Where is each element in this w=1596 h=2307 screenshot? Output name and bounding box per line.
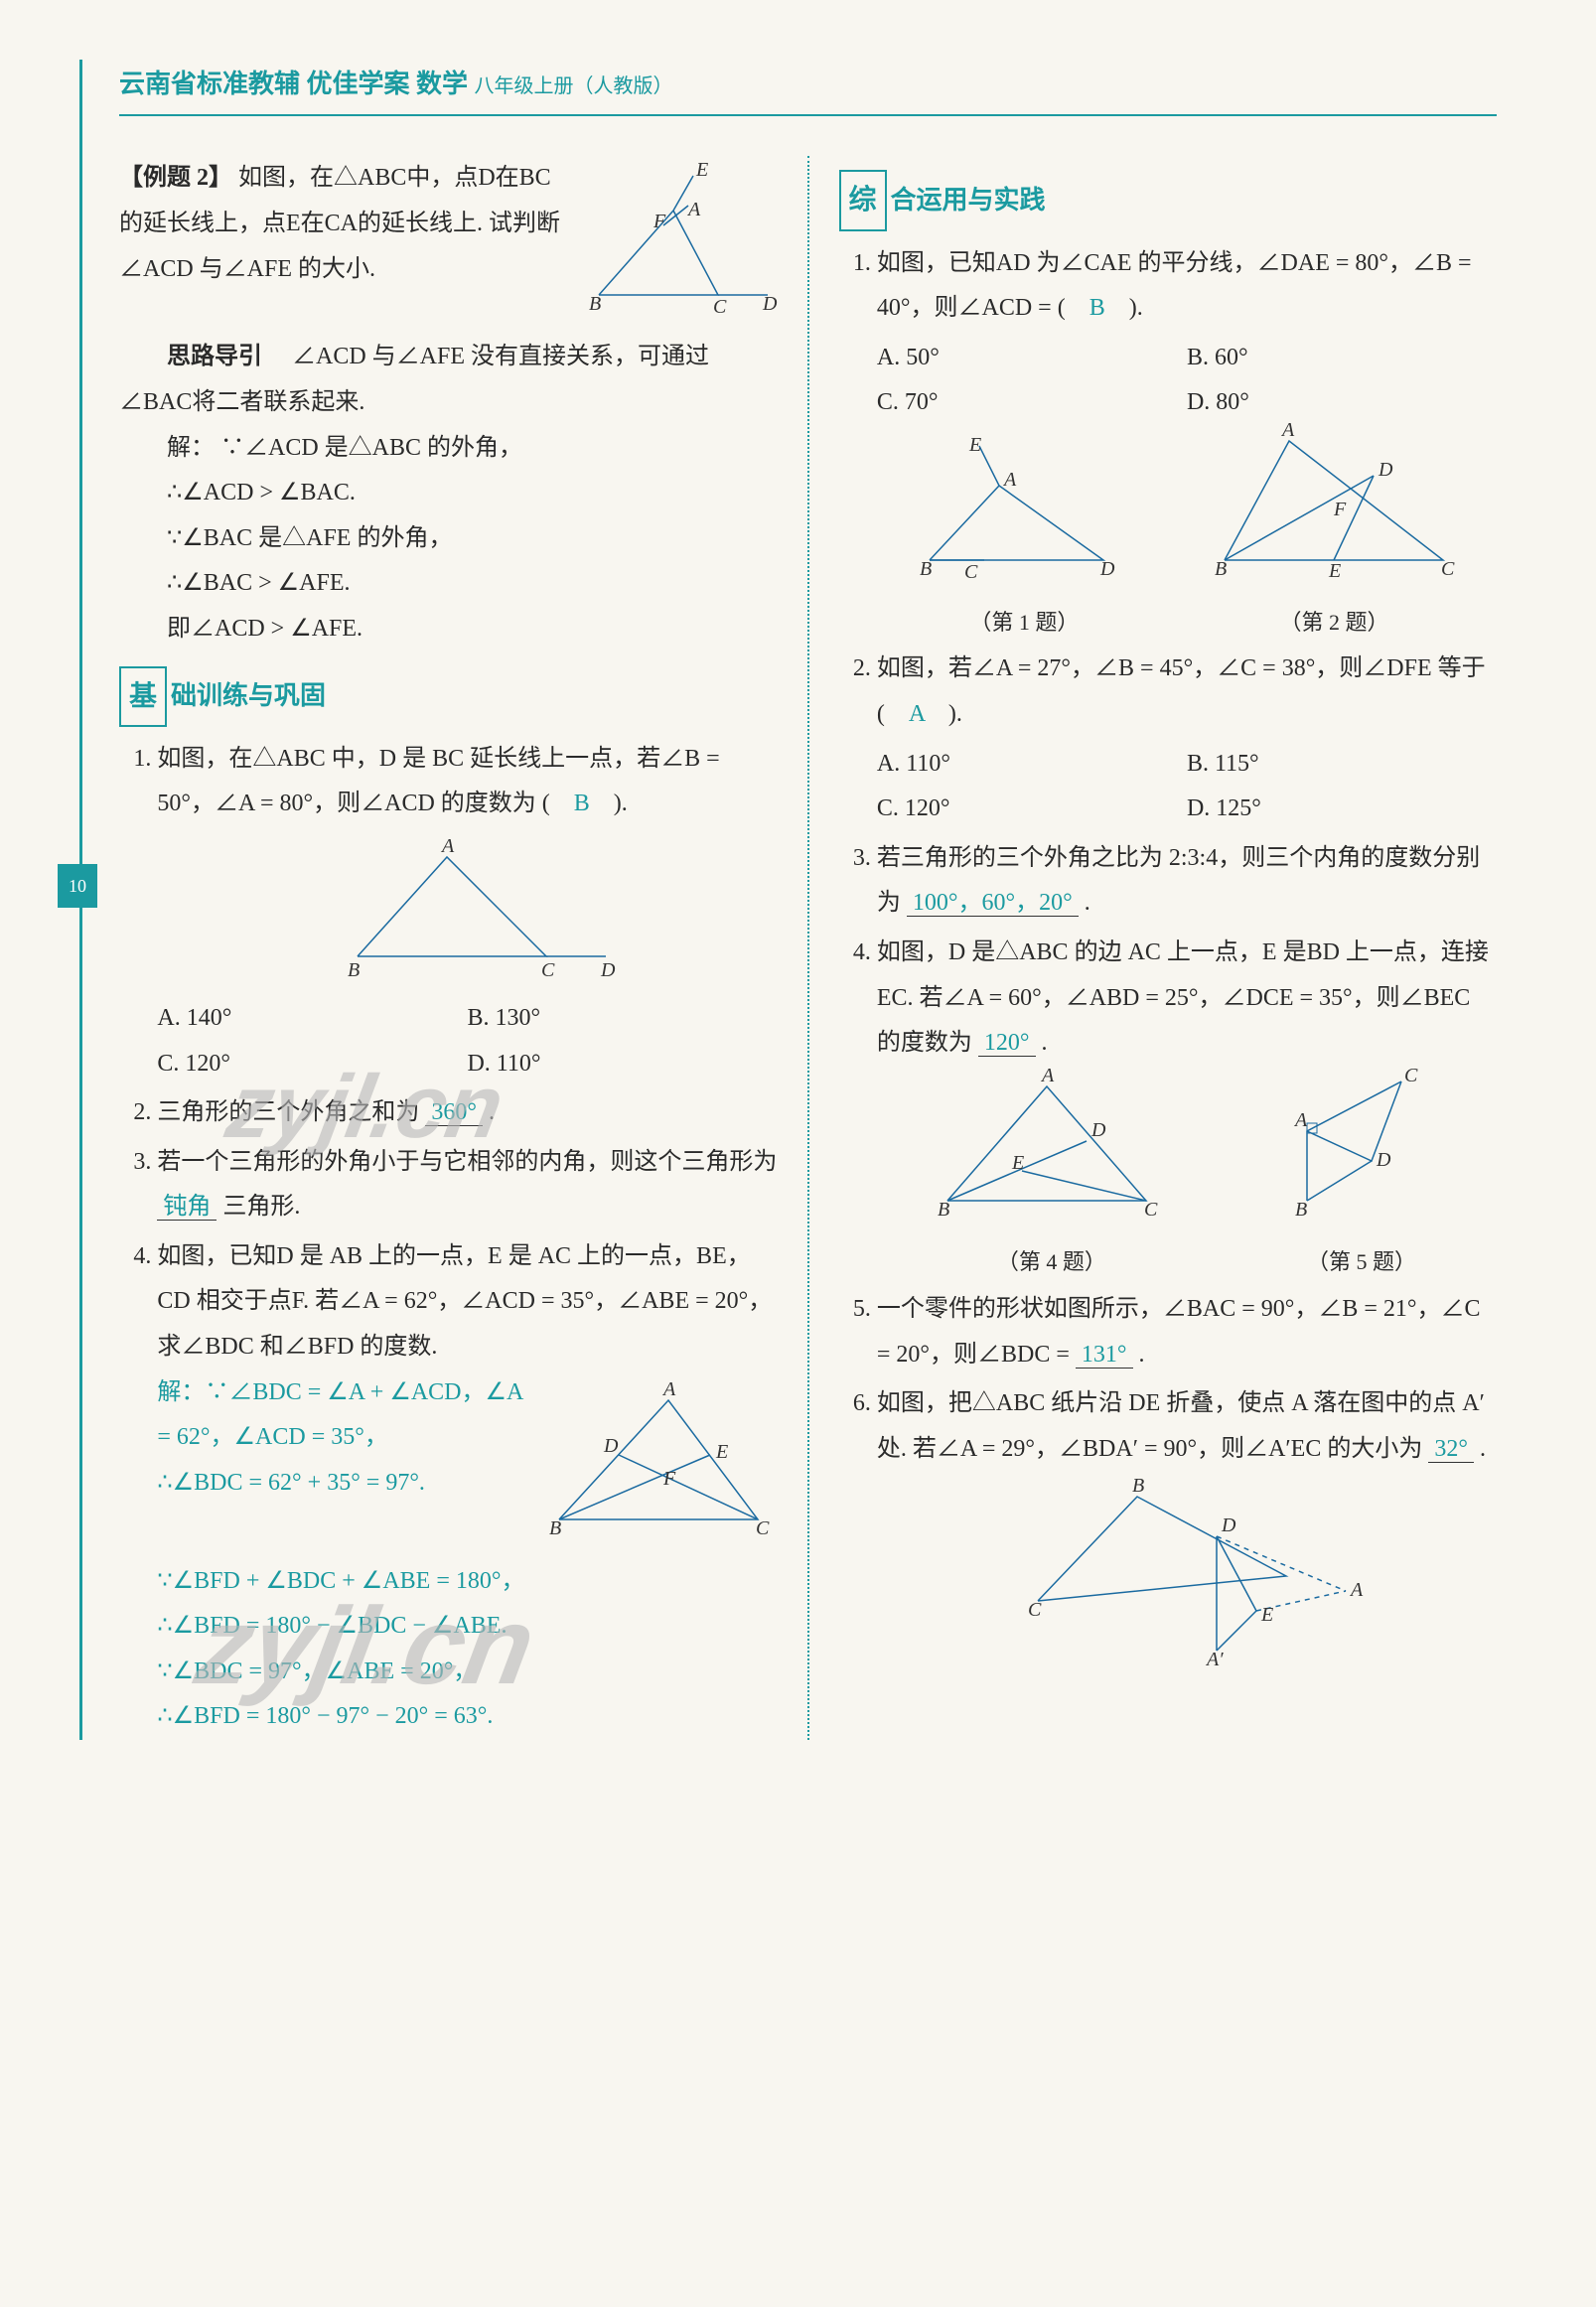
svg-text:C: C bbox=[756, 1517, 770, 1539]
r-q5-figure: B A C D bbox=[1277, 1067, 1446, 1226]
two-column-layout: BC DA EF 【例题 2】 如图，在△ABC中，点D在BC的延长线上，点E在… bbox=[119, 156, 1497, 1740]
q4-q5-figures: BCA ED （第 4 题） BACD （第 5 题） bbox=[877, 1067, 1497, 1283]
svg-text:B: B bbox=[348, 959, 360, 981]
svg-text:F: F bbox=[662, 1468, 676, 1490]
left-q2: 2. 三角形的三个外角之和为 360° . bbox=[119, 1090, 778, 1136]
svg-text:C: C bbox=[541, 959, 555, 981]
header-sub: 八年级上册（人教版） bbox=[475, 75, 673, 97]
sol-line: ∴∠BAC > ∠AFE. bbox=[119, 561, 778, 607]
hint: 思路导引 ∠ACD 与∠AFE 没有直接关系，可通过∠BAC将二者联系起来. bbox=[119, 335, 778, 425]
right-q1: 1. 如图，已知AD 为∠CAE 的平分线，∠DAE = 80°，∠B = 40… bbox=[839, 241, 1498, 644]
svg-text:B: B bbox=[1295, 1199, 1307, 1221]
svg-text:D: D bbox=[762, 293, 778, 315]
svg-text:A: A bbox=[1002, 469, 1017, 491]
svg-text:F: F bbox=[653, 211, 666, 232]
svg-text:E: E bbox=[1328, 560, 1341, 582]
example-heading: 【例题 2】 bbox=[119, 165, 232, 191]
svg-text:C: C bbox=[1441, 558, 1455, 580]
svg-text:D: D bbox=[603, 1435, 619, 1457]
left-q1: 1. 如图，在△ABC 中，D 是 BC 延长线上一点，若∠B = 50°，∠A… bbox=[119, 737, 778, 1086]
svg-text:A: A bbox=[686, 199, 701, 220]
header-title: 云南省标准教辅 优佳学案 数学 bbox=[119, 70, 468, 98]
sol-line: 即∠ACD > ∠AFE. bbox=[119, 607, 778, 652]
right-q5: 5. 一个零件的形状如图所示，∠BAC = 90°，∠B = 21°，∠C = … bbox=[839, 1287, 1498, 1377]
svg-text:D: D bbox=[1376, 1149, 1391, 1171]
svg-text:D: D bbox=[1099, 558, 1115, 580]
r-q2-figure: BCA EDF bbox=[1205, 426, 1463, 585]
sol-label: 解： ∵∠ACD 是△ABC 的外角， bbox=[119, 426, 778, 472]
r-q6-figure: CBA DEA′ bbox=[1008, 1482, 1366, 1670]
q1-options: A. 140° B. 130° C. 120° D. 110° bbox=[157, 996, 777, 1086]
svg-text:E: E bbox=[715, 1441, 728, 1463]
svg-text:C: C bbox=[1404, 1065, 1418, 1086]
r-q4-figure: BCA ED bbox=[928, 1072, 1176, 1226]
q1-q2-figures: BCD AE （第 1 题） BCA EDF （第 2 bbox=[877, 426, 1497, 643]
svg-text:D: D bbox=[1221, 1514, 1236, 1536]
svg-text:C: C bbox=[964, 561, 978, 583]
left-q3: 3. 若一个三角形的外角小于与它相邻的内角，则这个三角形为 钝角 三角形. bbox=[119, 1140, 778, 1230]
svg-text:B: B bbox=[938, 1199, 949, 1221]
right-q6: 6. 如图，把△ABC 纸片沿 DE 折叠，使点 A 落在图中的点 A′处. 若… bbox=[839, 1381, 1498, 1680]
svg-text:E: E bbox=[1011, 1152, 1024, 1174]
svg-text:B: B bbox=[920, 558, 932, 580]
svg-text:D: D bbox=[1090, 1119, 1106, 1141]
svg-text:C: C bbox=[713, 296, 727, 318]
svg-text:A: A bbox=[1349, 1579, 1364, 1601]
svg-text:B: B bbox=[1215, 558, 1227, 580]
right-q4: 4. 如图，D 是△ABC 的边 AC 上一点，E 是BD 上一点，连接 EC.… bbox=[839, 931, 1498, 1283]
svg-text:D: D bbox=[1378, 459, 1393, 481]
example-block: BC DA EF 【例题 2】 如图，在△ABC中，点D在BC的延长线上，点E在… bbox=[119, 156, 778, 651]
sol-line: ∴∠ACD > ∠BAC. bbox=[119, 471, 778, 516]
svg-text:B: B bbox=[589, 293, 601, 315]
svg-text:A′: A′ bbox=[1205, 1649, 1224, 1670]
section-comprehensive: 综 合运用与实践 bbox=[839, 170, 1498, 230]
left-column: BC DA EF 【例题 2】 如图，在△ABC中，点D在BC的延长线上，点E在… bbox=[119, 156, 778, 1740]
svg-text:D: D bbox=[600, 959, 616, 981]
svg-text:C: C bbox=[1144, 1199, 1158, 1221]
q4-figure: B C A D E F bbox=[539, 1380, 778, 1549]
svg-text:A: A bbox=[661, 1378, 676, 1400]
section-basic: 基 础训练与巩固 bbox=[119, 666, 778, 727]
svg-text:E: E bbox=[968, 434, 981, 456]
svg-text:E: E bbox=[695, 159, 708, 181]
r-q1-figure: BCD AE bbox=[910, 446, 1138, 585]
sol-line: ∵∠BAC 是△AFE 的外角， bbox=[119, 516, 778, 562]
page-header: 云南省标准教辅 优佳学案 数学 八年级上册（人教版） bbox=[119, 60, 1497, 116]
left-q4: 4. 如图，已知D 是 AB 上的一点，E 是 AC 上的一点，BE，CD 相交… bbox=[119, 1234, 778, 1740]
right-q3: 3. 若三角形的三个外角之比为 2:3:4，则三个内角的度数分别为 100°，6… bbox=[839, 836, 1498, 927]
svg-text:A: A bbox=[1280, 419, 1295, 441]
page-number: 10 bbox=[58, 864, 97, 908]
example-figure: BC DA EF bbox=[579, 166, 778, 325]
svg-text:A: A bbox=[1040, 1065, 1055, 1086]
svg-text:A: A bbox=[1293, 1109, 1308, 1131]
column-divider bbox=[807, 156, 809, 1740]
svg-text:C: C bbox=[1028, 1599, 1042, 1621]
q1-figure: B C D A bbox=[318, 837, 616, 986]
svg-text:F: F bbox=[1333, 499, 1347, 520]
svg-text:B: B bbox=[1132, 1475, 1144, 1497]
svg-text:A: A bbox=[440, 835, 455, 857]
svg-text:B: B bbox=[549, 1517, 561, 1539]
svg-text:E: E bbox=[1260, 1604, 1273, 1626]
right-column: 综 合运用与实践 1. 如图，已知AD 为∠CAE 的平分线，∠DAE = 80… bbox=[839, 156, 1498, 1740]
right-q2: 2. 如图，若∠A = 27°，∠B = 45°，∠C = 38°，则∠DFE … bbox=[839, 647, 1498, 831]
